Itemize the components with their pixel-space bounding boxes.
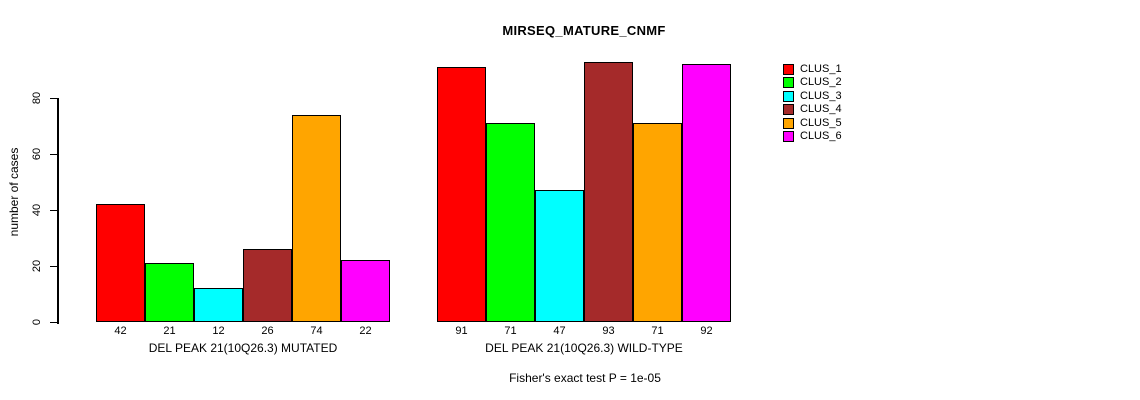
legend-swatch — [783, 64, 794, 75]
bar — [96, 204, 145, 322]
legend-item: CLUS_4 — [783, 103, 842, 116]
bar-value-label: 12 — [212, 325, 225, 337]
bar-value-label: 71 — [651, 325, 664, 337]
y-tick — [50, 153, 57, 155]
legend-label: CLUS_6 — [800, 129, 842, 142]
bar — [292, 114, 341, 322]
legend-item: CLUS_1 — [783, 64, 842, 75]
legend-item: CLUS_3 — [783, 89, 842, 102]
chart-title: MIRSEQ_MATURE_CNMF — [502, 23, 666, 38]
bar-value-label: 93 — [602, 325, 615, 337]
y-tick — [50, 265, 57, 267]
bar — [584, 61, 633, 322]
legend-label: CLUS_1 — [800, 63, 842, 75]
bar-value-label: 26 — [261, 325, 274, 337]
bar — [535, 190, 584, 322]
legend-item: CLUS_2 — [783, 76, 842, 89]
y-tick — [50, 321, 57, 323]
bar — [682, 64, 731, 322]
bar-value-label: 47 — [553, 325, 566, 337]
y-tick — [50, 209, 57, 211]
bar — [437, 67, 486, 322]
bar-value-label: 92 — [700, 325, 713, 337]
y-tick-label: 20 — [31, 259, 43, 273]
y-axis-label: number of cases — [7, 147, 21, 237]
legend: CLUS_1 CLUS_2 CLUS_3 CLUS_4 CLUS_5 CLUS_6 — [783, 64, 842, 144]
bar-value-label: 21 — [163, 325, 176, 337]
legend-swatch — [783, 117, 794, 129]
bar — [341, 260, 390, 322]
bar — [194, 288, 243, 322]
y-tick-label: 60 — [31, 147, 43, 161]
y-tick-label: 40 — [31, 203, 43, 217]
bar-value-label: 22 — [359, 325, 372, 337]
bar-value-label: 91 — [455, 325, 468, 337]
y-tick-label: 80 — [31, 91, 43, 105]
legend-swatch — [783, 77, 794, 89]
annotation-text: Fisher's exact test P = 1e-05 — [509, 371, 661, 385]
y-tick-label: 0 — [31, 318, 43, 326]
x-group-label: DEL PEAK 21(10Q26.3) WILD-TYPE — [485, 341, 683, 355]
bar-value-label: 42 — [114, 325, 127, 337]
bar — [486, 123, 535, 322]
y-axis-line — [57, 98, 59, 324]
y-tick — [50, 97, 57, 99]
legend-swatch — [783, 104, 794, 116]
legend-label: CLUS_4 — [800, 103, 842, 116]
bar — [243, 249, 292, 322]
bar-value-label: 71 — [504, 325, 517, 337]
bar — [633, 123, 682, 322]
bar-value-label: 74 — [310, 325, 323, 337]
legend-label: CLUS_5 — [800, 116, 842, 129]
legend-label: CLUS_3 — [800, 89, 842, 102]
x-group-label: DEL PEAK 21(10Q26.3) MUTATED — [148, 341, 338, 355]
legend-swatch — [783, 130, 794, 142]
legend-swatch — [783, 90, 794, 102]
legend-item: CLUS_5 — [783, 116, 842, 129]
legend-label: CLUS_2 — [800, 76, 842, 89]
legend-item: CLUS_6 — [783, 129, 842, 142]
bar — [145, 263, 194, 322]
